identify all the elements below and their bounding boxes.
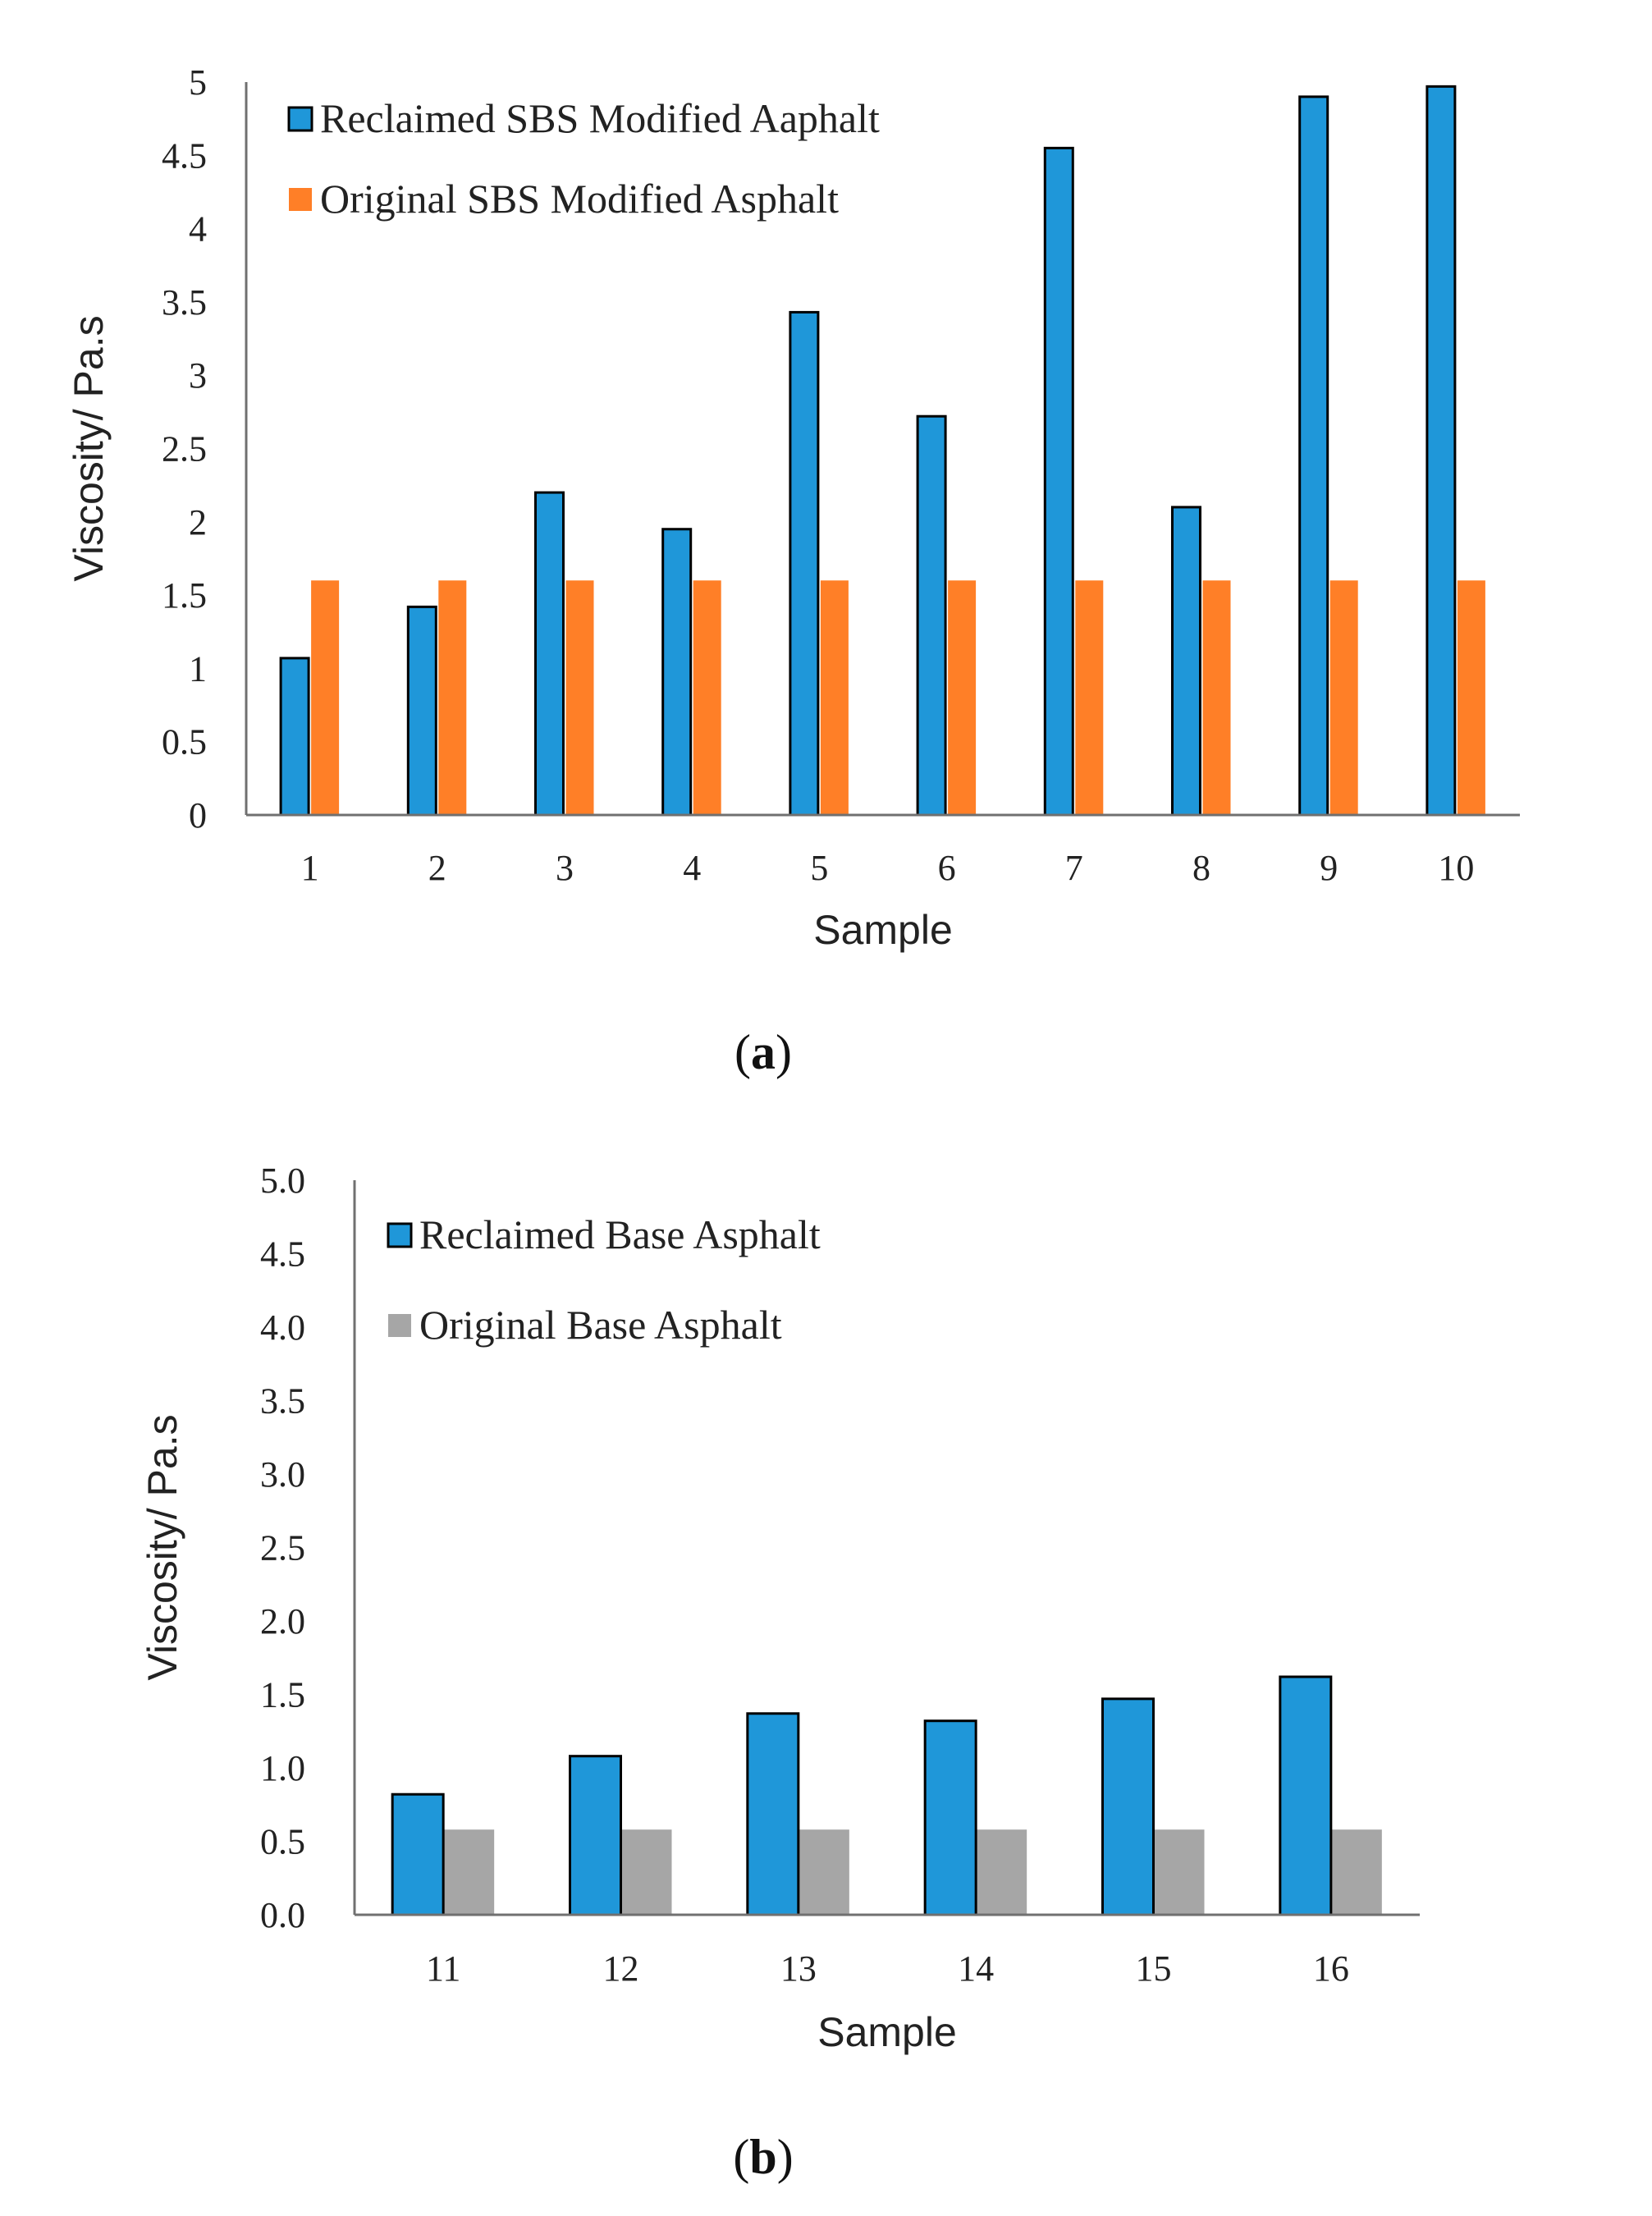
bar-original-13 bbox=[798, 1829, 849, 1915]
bar-original-16 bbox=[1330, 1829, 1382, 1915]
y-tick-label: 1.0 bbox=[260, 1748, 305, 1788]
bar-original-5 bbox=[820, 580, 849, 815]
y-tick-label: 3.5 bbox=[162, 282, 207, 323]
legend-swatch-original-sbs bbox=[289, 188, 312, 211]
bar-original-7 bbox=[1075, 580, 1104, 815]
x-tick-label: 13 bbox=[780, 1948, 817, 1989]
panel-a-x-axis-title: Sample bbox=[813, 907, 953, 953]
y-tick-label: 5 bbox=[189, 62, 207, 103]
legend-swatch-reclaimed-sbs bbox=[287, 106, 313, 132]
bar-original-10 bbox=[1457, 580, 1485, 815]
bar-original-12 bbox=[620, 1829, 672, 1915]
y-tick-label: 0.5 bbox=[260, 1822, 305, 1862]
x-tick-label: 6 bbox=[938, 848, 956, 888]
x-tick-label: 15 bbox=[1136, 1948, 1172, 1989]
panel-b-y-axis-title: Viscosity/ Pa.s bbox=[140, 1414, 185, 1680]
bar-original-1 bbox=[311, 580, 340, 815]
y-tick-label: 3 bbox=[189, 355, 207, 396]
bar-original-14 bbox=[976, 1829, 1027, 1915]
x-tick-label: 8 bbox=[1192, 848, 1210, 888]
bar-original-11 bbox=[443, 1829, 495, 1915]
bar-reclaimed-13 bbox=[746, 1712, 800, 1916]
bar-reclaimed-15 bbox=[1101, 1697, 1155, 1916]
y-tick-label: 0.5 bbox=[162, 722, 207, 762]
bar-reclaimed-11 bbox=[391, 1792, 445, 1916]
bar-reclaimed-6 bbox=[916, 414, 947, 817]
legend-label-reclaimed-sbs: Reclaimed SBS Modified Aaphalt bbox=[320, 95, 880, 141]
bar-reclaimed-16 bbox=[1279, 1675, 1333, 1916]
panel-a-bars bbox=[279, 85, 1485, 817]
panel-b-bars bbox=[391, 1675, 1382, 1916]
bar-reclaimed-5 bbox=[789, 310, 820, 817]
panel-a-y-axis-title: Viscosity/ Pa.s bbox=[66, 315, 112, 581]
x-tick-label: 2 bbox=[428, 848, 446, 888]
bar-original-2 bbox=[438, 580, 467, 815]
y-tick-label: 2.0 bbox=[260, 1601, 305, 1641]
panel-b-caption: (b) bbox=[733, 2130, 793, 2184]
x-tick-label: 9 bbox=[1320, 848, 1338, 888]
y-tick-label: 4.0 bbox=[260, 1307, 305, 1348]
x-tick-label: 12 bbox=[603, 1948, 639, 1989]
x-tick-label: 10 bbox=[1438, 848, 1474, 888]
panel-a-caption: (a) bbox=[734, 1025, 792, 1079]
bar-original-6 bbox=[948, 580, 977, 815]
panel-a-legend: Reclaimed SBS Modified Aaphalt Original … bbox=[287, 95, 880, 222]
x-tick-label: 3 bbox=[556, 848, 574, 888]
y-tick-label: 0 bbox=[189, 795, 207, 836]
x-tick-label: 5 bbox=[810, 848, 828, 888]
y-tick-label: 3.5 bbox=[260, 1381, 305, 1422]
bar-reclaimed-8 bbox=[1171, 506, 1201, 817]
panel-b-y-ticks: 0.0 0.5 1.0 1.5 2.0 2.5 3.0 3.5 4.0 4.5 5.0 bbox=[260, 1161, 305, 1935]
panel-b-x-ticks: 11 12 13 14 15 16 bbox=[426, 1948, 1349, 1989]
panel-a-x-ticks: 1 2 3 4 5 6 7 8 9 10 bbox=[301, 848, 1475, 888]
legend-swatch-reclaimed-base bbox=[387, 1222, 413, 1248]
x-tick-label: 11 bbox=[426, 1948, 460, 1989]
y-tick-label: 2.5 bbox=[162, 429, 207, 469]
panel-b-x-axis-title: Sample bbox=[817, 2009, 957, 2055]
y-tick-label: 2 bbox=[189, 502, 207, 543]
bar-reclaimed-3 bbox=[534, 491, 565, 817]
panel-a-caption-letter: a bbox=[751, 1025, 776, 1079]
legend-label-reclaimed-base: Reclaimed Base Asphalt bbox=[419, 1211, 821, 1257]
y-tick-label: 3.0 bbox=[260, 1454, 305, 1495]
legend-label-original-base: Original Base Asphalt bbox=[419, 1302, 782, 1348]
bar-reclaimed-10 bbox=[1425, 85, 1457, 817]
y-tick-label: 4.5 bbox=[162, 135, 207, 176]
x-tick-label: 16 bbox=[1313, 1948, 1349, 1989]
y-tick-label: 1 bbox=[189, 648, 207, 689]
bar-reclaimed-7 bbox=[1043, 146, 1074, 817]
x-tick-label: 1 bbox=[301, 848, 319, 888]
x-tick-label: 4 bbox=[683, 848, 701, 888]
y-tick-label: 1.5 bbox=[162, 575, 207, 616]
bar-reclaimed-9 bbox=[1298, 95, 1329, 817]
legend-label-original-sbs: Original SBS Modified Asphalt bbox=[320, 176, 839, 222]
y-tick-label: 0.0 bbox=[260, 1895, 305, 1935]
y-tick-label: 4.5 bbox=[260, 1234, 305, 1275]
bar-reclaimed-14 bbox=[923, 1719, 977, 1916]
bar-original-15 bbox=[1153, 1829, 1205, 1915]
y-tick-label: 4 bbox=[189, 209, 207, 250]
bar-reclaimed-4 bbox=[661, 528, 693, 817]
bar-original-3 bbox=[565, 580, 594, 815]
x-tick-label: 7 bbox=[1065, 848, 1083, 888]
chart-panel-b: 0.0 0.5 1.0 1.5 2.0 2.5 3.0 3.5 4.0 4.5 5.0 11 12 13… bbox=[140, 1161, 1420, 2055]
chart-panel-a: 0 0.5 1 1.5 2 2.5 3 3.5 4 4.5 5 1 2 3 4 5 6 7 8 9 10 Viscos… bbox=[66, 62, 1520, 953]
y-tick-label: 2.5 bbox=[260, 1528, 305, 1568]
y-tick-label: 5.0 bbox=[260, 1161, 305, 1201]
bar-reclaimed-2 bbox=[406, 605, 437, 817]
bar-original-8 bbox=[1202, 580, 1231, 815]
bar-reclaimed-1 bbox=[279, 657, 310, 817]
x-tick-label: 14 bbox=[958, 1948, 994, 1989]
legend-swatch-original-base bbox=[388, 1314, 411, 1337]
panel-a-y-ticks: 0 0.5 1 1.5 2 2.5 3 3.5 4 4.5 5 bbox=[162, 62, 207, 836]
y-tick-label: 1.5 bbox=[260, 1675, 305, 1715]
bar-original-9 bbox=[1329, 580, 1358, 815]
bar-original-4 bbox=[693, 580, 721, 815]
bar-reclaimed-12 bbox=[569, 1755, 622, 1916]
panel-b-legend: Reclaimed Base Asphalt Original Base Asp… bbox=[387, 1211, 821, 1348]
panel-b-caption-letter: b bbox=[749, 2130, 776, 2184]
